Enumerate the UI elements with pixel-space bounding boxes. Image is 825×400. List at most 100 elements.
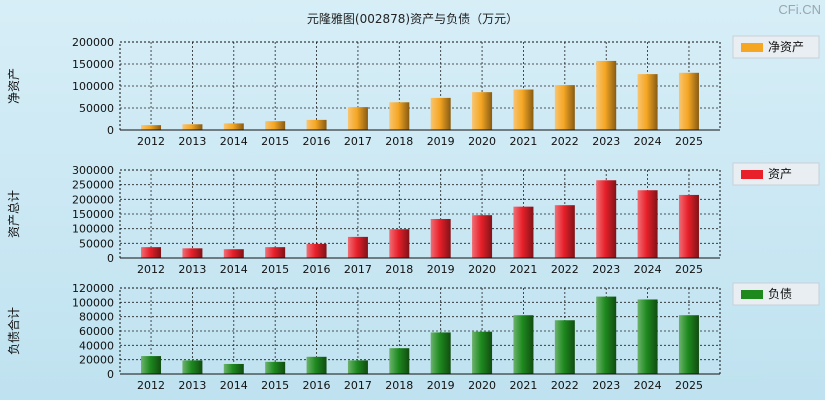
bar-2018 <box>389 102 410 130</box>
y-tick-label: 40000 <box>79 339 114 352</box>
x-tick-label: 2025 <box>675 135 703 148</box>
bar-2023 <box>596 180 617 258</box>
legend: 负债 <box>732 282 820 306</box>
x-tick-label: 2015 <box>261 135 289 148</box>
x-tick-label: 2014 <box>220 379 248 392</box>
bar-2013 <box>182 124 203 130</box>
x-tick-label: 2020 <box>468 135 496 148</box>
bar-2013 <box>182 248 203 258</box>
bar-2022 <box>554 85 575 130</box>
y-tick-label: 50000 <box>79 102 114 115</box>
bar-2014 <box>223 363 244 374</box>
x-tick-label: 2018 <box>385 379 413 392</box>
bar-2017 <box>347 107 368 130</box>
x-tick-label: 2023 <box>592 379 620 392</box>
x-tick-label: 2012 <box>137 263 165 276</box>
legend: 净资产 <box>732 35 820 59</box>
chart-title: 元隆雅图(002878)资产与负债（万元） <box>306 12 519 26</box>
legend-label: 净资产 <box>768 40 804 54</box>
x-tick-label: 2024 <box>634 379 662 392</box>
x-tick-label: 2013 <box>178 263 206 276</box>
y-tick-label: 150000 <box>72 58 114 71</box>
bar-2012 <box>141 247 162 258</box>
legend-label: 资产 <box>768 167 792 181</box>
y-tick-label: 80000 <box>79 311 114 324</box>
bar-2021 <box>513 206 534 258</box>
x-tick-label: 2015 <box>261 263 289 276</box>
watermark-logo: CFi.CN <box>778 2 821 17</box>
y-tick-label: 150000 <box>72 208 114 221</box>
bar-2022 <box>554 320 575 374</box>
x-tick-label: 2017 <box>344 135 372 148</box>
x-tick-label: 2014 <box>220 135 248 148</box>
bar-2019 <box>430 97 451 130</box>
bar-2018 <box>389 229 410 258</box>
x-tick-label: 2013 <box>178 379 206 392</box>
bar-2023 <box>596 60 617 130</box>
x-tick-label: 2024 <box>634 135 662 148</box>
bar-2024 <box>637 299 658 374</box>
bar-2015 <box>265 361 286 374</box>
legend-swatch <box>741 290 763 299</box>
x-tick-label: 2016 <box>303 135 331 148</box>
bar-2022 <box>554 205 575 258</box>
bar-2016 <box>306 243 327 258</box>
bar-2012 <box>141 356 162 374</box>
x-tick-label: 2018 <box>385 263 413 276</box>
bar-2020 <box>472 92 493 130</box>
x-tick-label: 2023 <box>592 135 620 148</box>
bar-2012 <box>141 125 162 130</box>
bar-2015 <box>265 121 286 130</box>
x-tick-label: 2025 <box>675 379 703 392</box>
y-tick-label: 300000 <box>72 164 114 177</box>
bar-2017 <box>347 236 368 258</box>
bar-2025 <box>678 72 699 130</box>
bar-2025 <box>678 315 699 374</box>
x-tick-label: 2012 <box>137 135 165 148</box>
x-tick-label: 2023 <box>592 263 620 276</box>
bar-2024 <box>637 74 658 130</box>
x-tick-label: 2019 <box>427 263 455 276</box>
y-axis-label: 净资产 <box>7 68 21 104</box>
y-tick-label: 100000 <box>72 80 114 93</box>
y-axis-label: 负债合计 <box>6 307 21 355</box>
bar-2019 <box>430 332 451 374</box>
x-tick-label: 2021 <box>509 263 537 276</box>
legend-swatch <box>741 170 763 179</box>
y-axis-label: 资产总计 <box>7 190 21 238</box>
x-tick-label: 2016 <box>303 263 331 276</box>
y-tick-label: 250000 <box>72 179 114 192</box>
x-tick-label: 2017 <box>344 379 372 392</box>
y-tick-label: 20000 <box>79 354 114 367</box>
bar-2021 <box>513 89 534 130</box>
x-tick-label: 2019 <box>427 379 455 392</box>
y-tick-label: 0 <box>107 368 114 381</box>
bar-2013 <box>182 360 203 374</box>
bar-2016 <box>306 356 327 374</box>
y-tick-label: 60000 <box>79 325 114 338</box>
bar-2024 <box>637 190 658 258</box>
x-tick-label: 2015 <box>261 379 289 392</box>
y-tick-label: 200000 <box>72 193 114 206</box>
y-tick-label: 0 <box>107 252 114 265</box>
bar-2020 <box>472 331 493 374</box>
y-tick-label: 100000 <box>72 296 114 309</box>
x-tick-label: 2025 <box>675 263 703 276</box>
x-tick-label: 2022 <box>551 379 579 392</box>
x-tick-label: 2012 <box>137 379 165 392</box>
bar-2018 <box>389 348 410 374</box>
bar-2014 <box>223 123 244 130</box>
y-tick-label: 50000 <box>79 237 114 250</box>
x-tick-label: 2019 <box>427 135 455 148</box>
x-tick-label: 2017 <box>344 263 372 276</box>
y-tick-label: 0 <box>107 124 114 137</box>
x-tick-label: 2024 <box>634 263 662 276</box>
bar-2015 <box>265 247 286 258</box>
x-tick-label: 2022 <box>551 135 579 148</box>
y-tick-label: 200000 <box>72 36 114 49</box>
x-tick-label: 2016 <box>303 379 331 392</box>
x-tick-label: 2014 <box>220 263 248 276</box>
